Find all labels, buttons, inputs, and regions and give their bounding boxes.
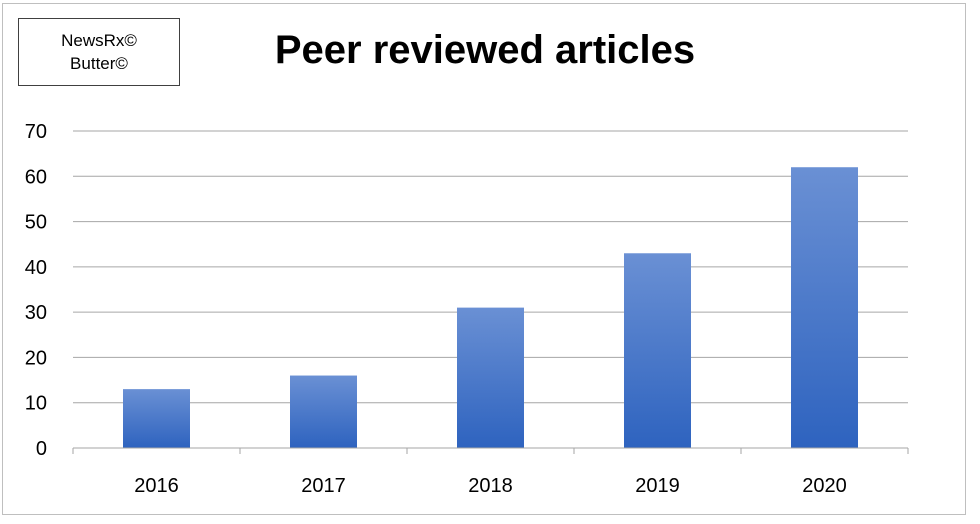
y-tick-label: 10 — [25, 393, 47, 415]
bar-2018 — [457, 307, 524, 448]
x-axis — [72, 447, 909, 454]
bars — [123, 167, 858, 448]
source-badge: NewsRx© Butter© — [18, 18, 180, 86]
bar-2016 — [123, 389, 190, 448]
y-tick-label: 40 — [25, 257, 47, 279]
y-tick-label: 70 — [25, 121, 47, 143]
x-tick-label: 2018 — [468, 475, 513, 497]
chart-title: Peer reviewed articles — [274, 28, 696, 72]
bar-2019 — [624, 253, 691, 448]
y-tick-label: 0 — [36, 438, 47, 460]
y-axis-ticks: 0 10 20 30 40 50 60 70 — [25, 121, 47, 460]
x-tick-label: 2020 — [802, 475, 847, 497]
badge-line-1: NewsRx© — [61, 31, 137, 50]
bar-2017 — [290, 375, 357, 448]
badge-line-2: Butter© — [70, 54, 128, 73]
y-tick-label: 20 — [25, 347, 47, 369]
y-tick-label: 50 — [25, 212, 47, 234]
x-tick-label: 2016 — [134, 475, 179, 497]
y-tick-label: 60 — [25, 166, 47, 188]
x-tick-label: 2019 — [635, 475, 680, 497]
x-axis-ticks: 2016 2017 2018 2019 2020 — [134, 475, 847, 497]
x-tick-label: 2017 — [301, 475, 346, 497]
bar-2020 — [791, 167, 858, 448]
y-tick-label: 30 — [25, 302, 47, 324]
